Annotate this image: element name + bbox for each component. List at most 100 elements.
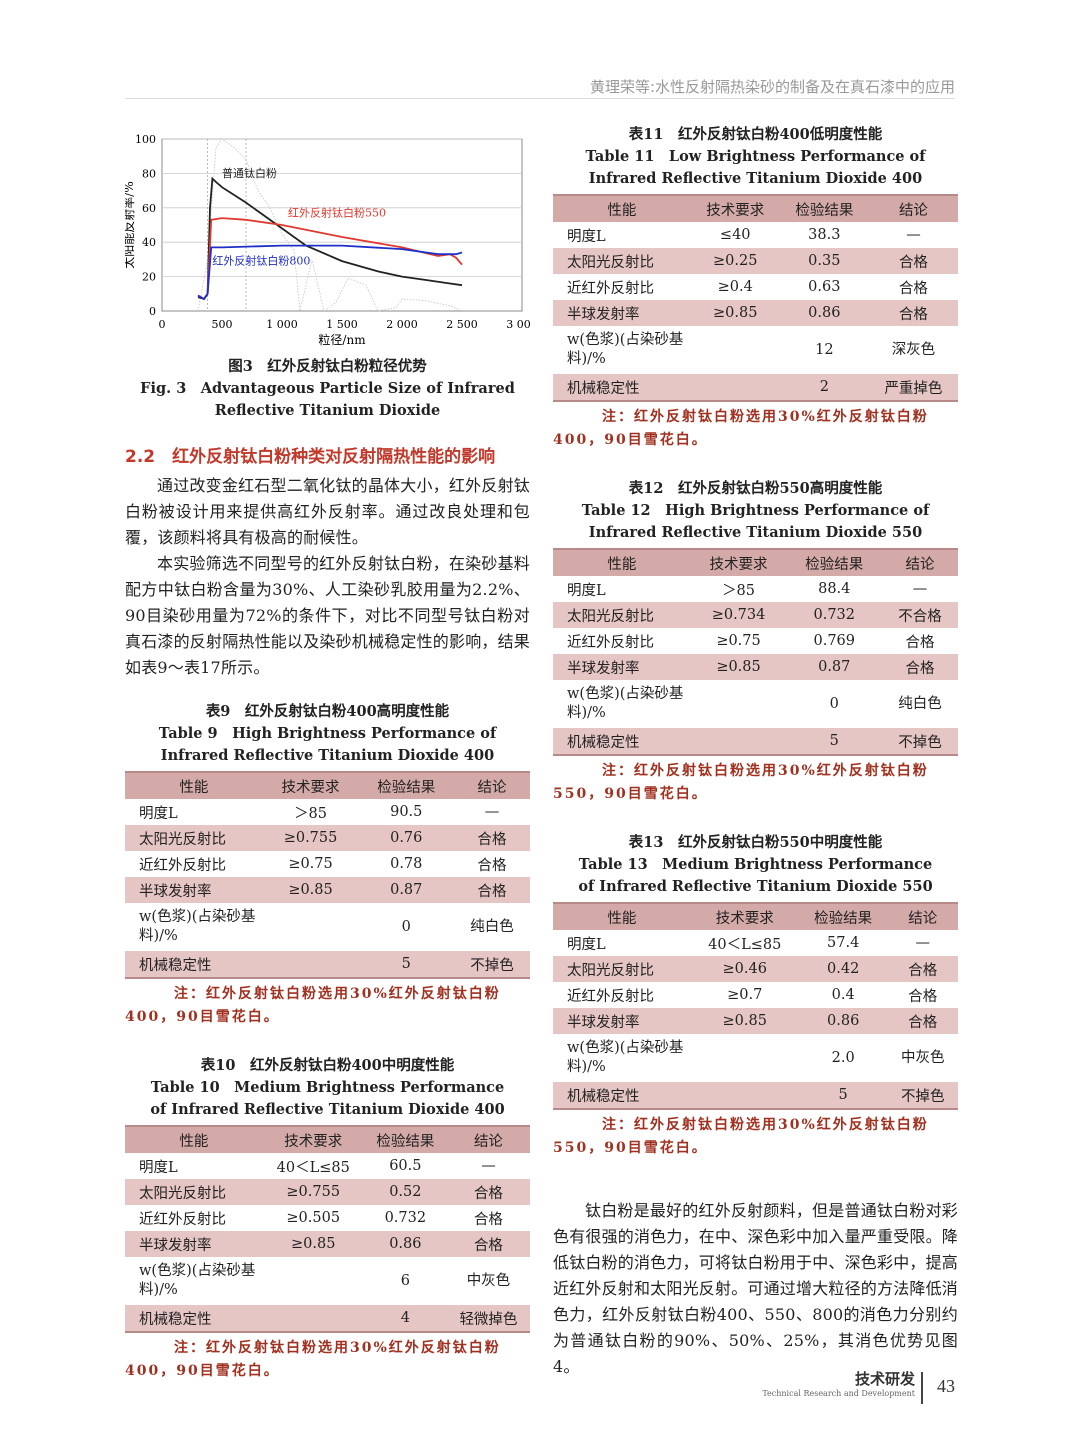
table-cell: 明度L — [139, 1159, 178, 1176]
figure-3-caption-cn: 图3 红外反射钛白粉粒径优势 — [228, 358, 427, 375]
table-title-cn: 表13 红外反射钛白粉550中明度性能 — [628, 834, 883, 851]
table-cell: — — [915, 935, 931, 951]
table-row: 机械稳定性 5 不掉色 — [125, 951, 530, 979]
table-cell: — — [481, 1158, 496, 1174]
table-row: 太阳光反射比 ≥0.25 0.35 合格 — [553, 248, 958, 274]
table-cell: w(色浆)(占染砂基料)/% — [567, 686, 684, 721]
table-row: 机械稳定性 5 不掉色 — [553, 728, 958, 756]
column-header: 技术要求 — [690, 548, 787, 576]
table-cell: ≥0.75 — [716, 633, 761, 649]
table-cell: ≥0.505 — [286, 1210, 341, 1226]
table-title-cn: 表12 红外反射钛白粉550高明度性能 — [628, 480, 883, 497]
table-cell — [262, 951, 359, 979]
table-cell: 半球发射率 — [125, 877, 263, 903]
table-cell — [691, 680, 787, 728]
footer-divider — [921, 1372, 923, 1404]
table-cell: 0 — [401, 918, 411, 935]
table-cell: w(色浆)(占染砂基料)/% — [139, 909, 256, 944]
table-note: 注：红外反射钛白粉选用30%红外反射钛白粉550，90目雪花白。 — [553, 1117, 929, 1156]
table-cell: 88.4 — [818, 581, 851, 597]
table-title-en: Table 11 Low Brightness Performance of I… — [585, 148, 926, 187]
table-cell: 0 — [829, 695, 839, 712]
table-cell: 38.3 — [808, 227, 841, 243]
table-row: 半球发射率 ≥0.85 0.86 合格 — [553, 1008, 958, 1034]
table-cell: 合格 — [477, 857, 507, 874]
table-cell: 轻微掉色 — [446, 1305, 530, 1333]
table-cell: 合格 — [454, 877, 530, 903]
table-cell: w(色浆)(占染砂基料)/% — [567, 1040, 684, 1075]
table-cell: ≤40 — [719, 227, 751, 243]
column-header: 性能 — [553, 194, 691, 222]
table-row: 近红外反射比 ≥0.75 0.769 合格 — [553, 628, 958, 654]
table-cell: 近红外反射比 — [567, 988, 654, 1005]
table-row: 太阳光反射比 ≥0.734 0.732 不合格 — [553, 602, 958, 628]
table-cell: 纯白色 — [898, 695, 942, 712]
data-table: 性能 技术要求 检验结果 结论 明度L ＞85 88.4 — 太阳光反射比 ≥0.734 0.732… — [553, 548, 958, 756]
table-cell: 明度L — [567, 936, 606, 953]
table-row: w(色浆)(占染砂基料)/% 2.0 中灰色 — [553, 1034, 958, 1082]
table-cell: 太阳光反射比 — [553, 602, 691, 628]
table-header-row: 性能 技术要求 检验结果 结论 — [553, 548, 958, 576]
table-cell: 0.87 — [786, 654, 883, 680]
table-cell: 0.769 — [813, 633, 855, 649]
table-block-t13: 表13 红外反射钛白粉550中明度性能 Table 13 Medium Brigh… — [553, 832, 958, 1160]
y-tick-label: 0 — [149, 305, 156, 318]
table-cell: 严重掉色 — [868, 374, 958, 402]
table-row: 太阳光反射比 ≥0.755 0.52 合格 — [125, 1179, 530, 1205]
table-cell: ≥0.75 — [288, 856, 333, 872]
table-cell: 合格 — [882, 654, 958, 680]
table-cell: 0.35 — [779, 248, 869, 274]
left-column: 0 20 40 60 80 100 0 500 1 000 1 500 2 000 2 500 3 00… — [121, 130, 538, 1383]
table-cell: ≥0.85 — [690, 1008, 799, 1034]
table-row: 太阳光反射比 ≥0.755 0.76 合格 — [125, 825, 530, 851]
running-header: 黄理荣等:水性反射隔热染砂的制备及在真石漆中的应用 — [125, 76, 955, 99]
table-cell: ≥0.7 — [727, 987, 763, 1003]
table-cell: ≥0.4 — [717, 279, 753, 295]
x-tick-label: 2 000 — [386, 318, 418, 331]
data-table: 性能 技术要求 检验结果 结论 明度L ≤40 38.3— 太阳光反射比 ≥0.25 0.35 合格… — [553, 194, 958, 402]
table-cell: 近红外反射比 — [567, 634, 654, 651]
table-cell: 半球发射率 — [553, 300, 691, 326]
column-header: 结论 — [887, 902, 958, 930]
table-cell — [263, 903, 359, 951]
figure-3-caption-en: Fig. 3 Advantageous Particle Size of Inf… — [140, 380, 515, 419]
y-tick-label: 20 — [142, 271, 156, 284]
x-axis-label: 粒径/nm — [318, 332, 366, 347]
table-cell: 中灰色 — [466, 1272, 511, 1289]
series-label: 普通钛白粉 — [222, 166, 277, 180]
table-cell: 近红外反射比 — [139, 1211, 226, 1228]
table-cell: 0.732 — [786, 602, 883, 628]
table-cell: 0.87 — [358, 877, 455, 903]
table-cell: 明度L — [567, 582, 606, 599]
x-tick-label: 2 500 — [446, 318, 478, 331]
table-cell: 2 — [779, 374, 869, 402]
table-cell: 0.63 — [808, 279, 841, 295]
table-block-t10: 表10 红外反射钛白粉400中明度性能 Table 10 Medium Brigh… — [125, 1055, 530, 1383]
table-cell: 明度L — [567, 228, 606, 245]
column-header: 技术要求 — [690, 902, 799, 930]
table-cell: 深灰色 — [891, 341, 936, 358]
section-heading: 2.2 红外反射钛白粉种类对反射隔热性能的影响 — [125, 447, 496, 467]
table-row: 明度L 40＜L≤85 60.5 — — [125, 1153, 530, 1179]
table-row: 半球发射率 ≥0.85 0.86 合格 — [125, 1231, 530, 1257]
table-row: 半球发射率 ≥0.85 0.86 合格 — [553, 300, 958, 326]
table-cell: 合格 — [905, 634, 935, 651]
column-header: 检验结果 — [798, 902, 888, 930]
table-cell — [690, 728, 787, 756]
table-title-en: Table 12 High Brightness Performance of … — [581, 502, 930, 541]
column-header: 技术要求 — [262, 771, 359, 799]
table-cell — [691, 326, 780, 374]
table-cell: 5 — [786, 728, 883, 756]
table-cell: 近红外反射比 — [139, 857, 226, 874]
page-footer: 技术研发 Technical Research and Development … — [762, 1368, 955, 1404]
table-cell: ≥0.734 — [690, 602, 787, 628]
table-cell: 5 — [358, 951, 455, 979]
table-cell: 0.76 — [358, 825, 455, 851]
table-cell: 6 — [400, 1272, 410, 1289]
table-cell: 纯白色 — [470, 918, 514, 935]
table-cell: 太阳光反射比 — [125, 1179, 263, 1205]
series-label: 红外反射钛白粉800 — [212, 254, 310, 268]
table-block-t9: 表9 红外反射钛白粉400高明度性能 Table 9 High Brightnes… — [125, 701, 530, 1029]
table-cell: 0.732 — [384, 1210, 427, 1226]
column-header: 技术要求 — [690, 194, 780, 222]
